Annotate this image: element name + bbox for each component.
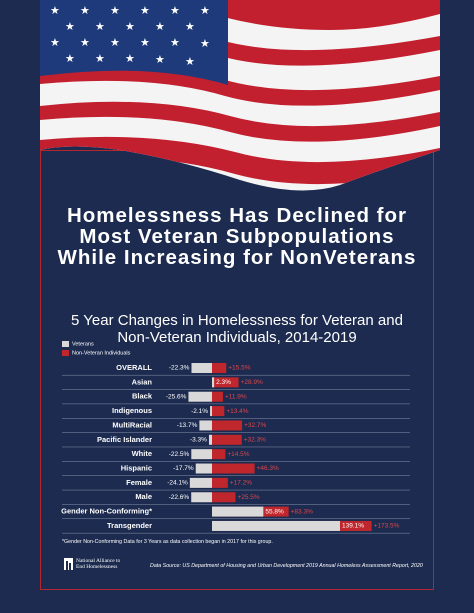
bar — [212, 520, 340, 531]
logo-text: National Alliance to End Homelessness — [76, 558, 120, 570]
category-label: Black — [132, 392, 153, 401]
svg-text:★: ★ — [170, 4, 180, 17]
legend-label: Non-Veteran Individuals — [72, 350, 131, 356]
value-label: 55.8% — [265, 508, 284, 515]
bar — [212, 391, 223, 402]
logo-line: End Homelessness — [76, 564, 118, 570]
svg-text:★: ★ — [170, 36, 180, 49]
svg-text:★: ★ — [155, 53, 165, 66]
value-label: -22.3% — [169, 365, 190, 372]
footnote: *Gender Non-Conforming Data for 3 Years … — [62, 539, 273, 545]
svg-text:★: ★ — [200, 37, 210, 50]
category-label: Indigenous — [112, 406, 152, 415]
svg-text:★: ★ — [140, 4, 150, 17]
value-label: 2.3% — [216, 379, 231, 386]
source: Data Source: US Department of Housing an… — [150, 563, 423, 569]
value-label: +46.3% — [257, 465, 279, 472]
bar — [188, 391, 212, 402]
title: Homelessness Has Declined for Most Veter… — [57, 204, 417, 269]
bar — [212, 463, 255, 474]
bar — [212, 406, 225, 417]
value-label: -22.5% — [169, 451, 190, 458]
bar — [212, 506, 264, 517]
logo-icon — [64, 558, 73, 570]
bar — [199, 420, 212, 431]
svg-text:★: ★ — [125, 52, 135, 65]
svg-text:★: ★ — [80, 36, 90, 49]
logo-line: National Alliance to — [76, 558, 121, 564]
value-label: +14.5% — [227, 451, 249, 458]
bar — [191, 363, 212, 373]
bar — [212, 420, 243, 431]
svg-text:★: ★ — [155, 20, 165, 33]
svg-text:★: ★ — [110, 4, 120, 17]
category-label: Hispanic — [121, 464, 152, 473]
bar — [208, 434, 212, 445]
svg-text:★: ★ — [65, 52, 75, 65]
category-label: Asian — [132, 377, 153, 386]
flag: ★ ★ ★ ★ ★ ★ ★ ★ ★ ★ ★ ★ ★ ★ ★ ★ ★ ★ ★ ★ ★ ★ — [40, 0, 440, 191]
subtitle: 5 Year Changes in Homelessness for Veter… — [71, 312, 403, 346]
value-label: +15.5% — [228, 365, 250, 372]
svg-text:★: ★ — [80, 4, 90, 17]
bar — [212, 434, 242, 445]
legend-label: Veterans — [72, 341, 94, 347]
bar — [191, 449, 212, 460]
value-label: +32.3% — [244, 437, 266, 444]
bar — [210, 406, 212, 417]
value-label: +32.7% — [244, 422, 266, 429]
value-label: +13.4% — [226, 408, 248, 415]
svg-text:★: ★ — [50, 36, 60, 49]
value-label: -13.7% — [177, 422, 198, 429]
svg-text:★: ★ — [185, 20, 195, 33]
value-label: -25.6% — [166, 393, 187, 400]
svg-text:★: ★ — [95, 20, 105, 33]
category-label: Transgender — [107, 521, 152, 530]
value-label: +17.2% — [230, 480, 252, 487]
svg-text:★: ★ — [140, 36, 150, 49]
value-label: -2.1% — [191, 408, 208, 415]
svg-text:★: ★ — [50, 4, 60, 17]
category-label: Male — [135, 492, 152, 501]
bar — [191, 492, 212, 503]
category-label: White — [132, 449, 152, 458]
svg-text:★: ★ — [185, 55, 195, 68]
category-label: OVERALL — [116, 363, 152, 372]
svg-text:★: ★ — [200, 4, 210, 17]
value-label: -24.1% — [167, 480, 188, 487]
value-label: +83.3% — [291, 508, 313, 515]
value-label: +28.9% — [241, 379, 263, 386]
value-label: +173.5% — [374, 523, 400, 530]
bar — [212, 492, 236, 503]
svg-text:★: ★ — [65, 20, 75, 33]
svg-text:★: ★ — [110, 36, 120, 49]
bar — [212, 449, 226, 460]
category-label: Pacific Islander — [97, 435, 152, 444]
bar — [212, 377, 215, 388]
bar — [195, 463, 212, 474]
category-label: Gender Non-Conforming* — [61, 507, 152, 516]
svg-text:★: ★ — [95, 52, 105, 65]
value-label: -17.7% — [173, 465, 194, 472]
value-label: 139.1% — [342, 523, 364, 530]
category-label: MultiRacial — [112, 420, 152, 429]
value-label: -3.3% — [190, 437, 207, 444]
bar — [212, 363, 227, 373]
value-label: +25.5% — [237, 494, 259, 501]
legend-swatch — [62, 350, 69, 356]
value-label: -22.6% — [169, 494, 190, 501]
category-label: Female — [126, 478, 152, 487]
logo: National Alliance to End Homelessness — [64, 558, 120, 570]
bar — [212, 477, 228, 488]
bar — [212, 377, 239, 388]
bar — [189, 477, 212, 488]
value-label: +11.9% — [225, 393, 247, 400]
legend-swatch — [62, 341, 69, 347]
svg-text:★: ★ — [125, 20, 135, 33]
